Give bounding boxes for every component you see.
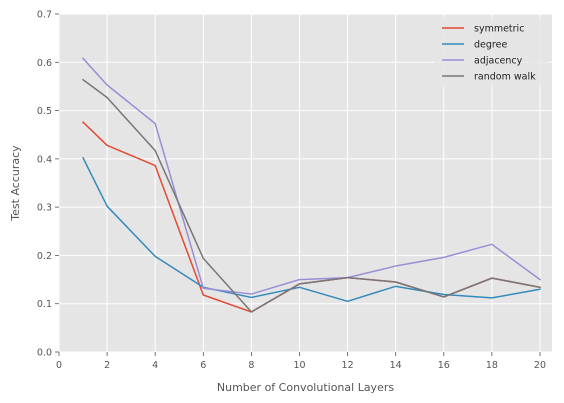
y-tick-label: 0.1 — [37, 299, 52, 310]
x-tick-label: 6 — [200, 360, 206, 371]
y-tick-label: 0.2 — [37, 251, 52, 262]
y-tick-label: 0.0 — [37, 348, 52, 359]
y-tick-label: 0.7 — [37, 10, 52, 21]
legend-label: random walk — [474, 72, 536, 83]
axes: 0 2 4 6 8 10 12 14 16 18 20 0.0 0.1 0.2 0.3 0.4 0.5 0.6 0.… — [37, 10, 546, 372]
series-lines — [81, 57, 542, 313]
series-line-random-walk — [82, 78, 541, 313]
y-tick-label: 0.3 — [37, 203, 52, 214]
x-tick-label: 10 — [293, 360, 305, 371]
x-axis-label: Number of Convolutional Layers — [217, 381, 394, 394]
legend: symmetric degree adjacency random walk — [434, 17, 548, 87]
x-tick-label: 12 — [342, 360, 354, 371]
x-tick-label: 8 — [248, 360, 254, 371]
x-tick-label: 0 — [56, 360, 62, 371]
x-tick-label: 20 — [534, 360, 546, 371]
y-tick-label: 0.4 — [37, 154, 52, 165]
y-axis-label: Test Accuracy — [9, 145, 22, 222]
series-line-adjacency — [81, 57, 542, 295]
y-tick-label: 0.6 — [37, 58, 52, 69]
legend-label: symmetric — [474, 24, 524, 35]
x-tick-label: 16 — [438, 360, 450, 371]
x-tick-label: 18 — [486, 360, 498, 371]
x-tick-label: 14 — [390, 360, 402, 371]
x-tick-label: 2 — [104, 360, 110, 371]
series-line-degree — [82, 156, 541, 303]
legend-label: adjacency — [474, 56, 523, 67]
y-tick-label: 0.5 — [37, 106, 52, 117]
legend-box — [434, 17, 548, 87]
legend-label: degree — [474, 40, 507, 51]
x-tick-label: 4 — [152, 360, 158, 371]
